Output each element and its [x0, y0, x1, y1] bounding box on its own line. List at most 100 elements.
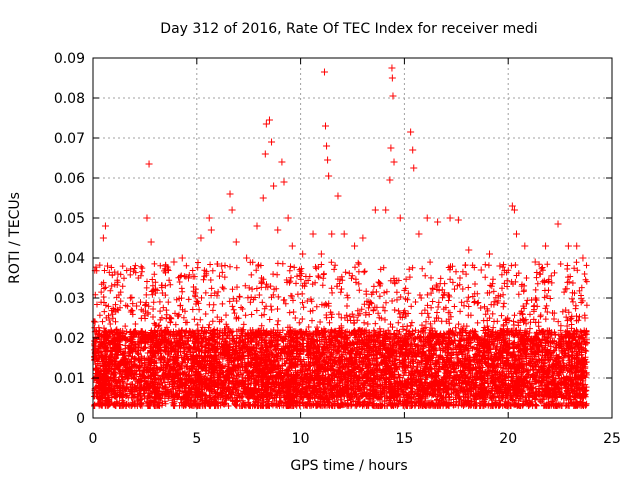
axis-ticks — [92, 57, 613, 419]
data-point — [454, 216, 462, 224]
data-point — [410, 164, 418, 172]
data-point — [108, 282, 116, 290]
data-point — [390, 158, 398, 166]
data-point — [434, 218, 442, 226]
data-point — [228, 206, 236, 214]
data-point — [531, 258, 539, 266]
data-point — [351, 242, 359, 250]
data-point — [465, 246, 473, 254]
x-tick-label: 10 — [292, 431, 310, 447]
data-point — [265, 116, 273, 124]
data-point — [382, 206, 390, 214]
data-point — [554, 220, 562, 228]
data-point — [328, 230, 336, 238]
data-point — [317, 250, 325, 258]
data-point — [386, 176, 394, 184]
y-tick-label: 0.03 — [54, 291, 85, 307]
data-point — [114, 270, 122, 278]
data-point — [253, 222, 261, 230]
data-point — [486, 250, 494, 258]
x-tick-label: 15 — [395, 431, 413, 447]
data-point — [334, 192, 342, 200]
data-point — [170, 258, 178, 266]
data-point — [270, 182, 278, 190]
x-tick-label: 0 — [89, 431, 98, 447]
data-point — [324, 156, 332, 164]
data-point — [218, 262, 226, 270]
y-tick-label: 0.05 — [54, 211, 85, 227]
x-axis-label: GPS time / hours — [290, 458, 407, 474]
data-point — [205, 214, 213, 222]
data-point — [262, 120, 270, 128]
data-point — [299, 250, 307, 258]
data-point — [388, 64, 396, 72]
data-point — [95, 330, 103, 338]
data-point — [564, 242, 572, 250]
data-point — [389, 92, 397, 100]
data-point — [126, 294, 134, 302]
data-point — [309, 230, 317, 238]
data-point — [147, 238, 155, 246]
data-point — [423, 214, 431, 222]
y-tick-labels: 0 0.01 0.02 0.03 0.04 0.05 0.06 0.07 0.08 0.09 — [54, 51, 85, 427]
data-point — [178, 254, 186, 262]
data-point — [101, 222, 109, 230]
data-point — [521, 242, 529, 250]
y-tick-label: 0.01 — [54, 371, 85, 387]
data-point — [396, 214, 404, 222]
data-point — [232, 238, 240, 246]
dense-points-path — [91, 259, 590, 409]
x-tick-label: 5 — [192, 431, 201, 447]
y-tick-label: 0.04 — [54, 251, 85, 267]
data-point — [151, 286, 159, 294]
data-point — [388, 74, 396, 82]
data-point — [284, 214, 292, 222]
data-point — [184, 274, 192, 282]
y-tick-label: 0.09 — [54, 51, 85, 67]
data-point — [320, 68, 328, 76]
data-points — [91, 64, 589, 338]
data-point — [407, 128, 415, 136]
data-point — [274, 226, 282, 234]
data-point — [243, 254, 251, 262]
data-point — [573, 242, 581, 250]
data-point — [162, 262, 170, 270]
data-point — [446, 214, 454, 222]
data-point — [323, 142, 331, 150]
data-point — [340, 230, 348, 238]
data-point — [197, 234, 205, 242]
data-point — [542, 242, 550, 250]
data-point — [261, 150, 269, 158]
x-tick-labels: 0 5 10 15 20 25 — [89, 431, 621, 447]
plot-frame — [92, 57, 613, 419]
data-point — [268, 138, 276, 146]
y-tick-label: 0.02 — [54, 331, 85, 347]
data-point — [359, 234, 367, 242]
x-tick-label: 25 — [603, 431, 621, 447]
data-point — [387, 144, 395, 152]
dense-measurement-band — [91, 259, 590, 409]
y-tick-label: 0.07 — [54, 131, 85, 147]
data-point — [288, 242, 296, 250]
data-point — [278, 158, 286, 166]
data-point — [259, 194, 267, 202]
data-point — [325, 172, 333, 180]
data-point — [104, 262, 112, 270]
y-axis-label: ROTI / TECUs — [7, 192, 23, 284]
data-point — [415, 230, 423, 238]
data-point — [513, 230, 521, 238]
data-point — [145, 160, 153, 168]
data-point — [280, 178, 288, 186]
data-point — [496, 262, 504, 270]
data-point — [226, 190, 234, 198]
data-point — [133, 302, 141, 310]
chart-title: Day 312 of 2016, Rate Of TEC Index for r… — [160, 21, 537, 37]
data-point — [409, 146, 417, 154]
data-point — [371, 206, 379, 214]
y-tick-label: 0 — [76, 411, 85, 427]
data-point — [508, 202, 516, 210]
x-tick-label: 20 — [499, 431, 517, 447]
data-point — [99, 234, 107, 242]
data-point — [510, 206, 518, 214]
